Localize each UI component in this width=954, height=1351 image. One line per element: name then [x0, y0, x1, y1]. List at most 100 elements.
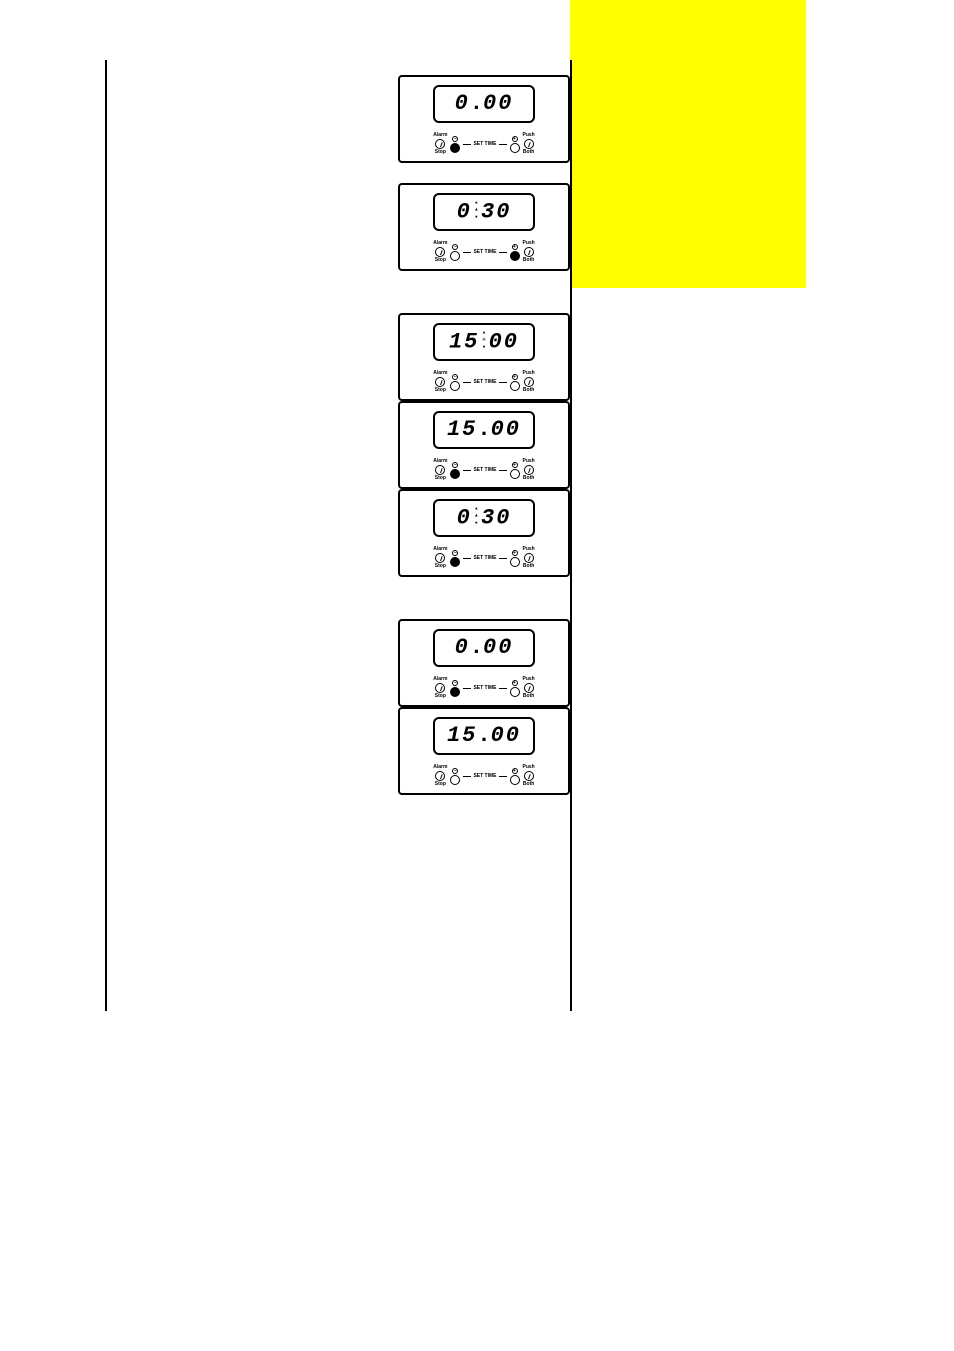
vertical-rule-left: [105, 60, 107, 1011]
timer-panel: 15·✳·00 Alarm Stop − SET TIME +: [398, 313, 570, 401]
both-label: Both: [523, 258, 534, 263]
plus-indicator: [510, 687, 520, 697]
plus-icon: +: [512, 136, 518, 142]
timer-panel: 0·▴·30 Alarm Stop − SET TIME +: [398, 489, 570, 577]
push-knob-icon: [524, 771, 534, 781]
both-label: Both: [523, 694, 534, 699]
minus-button[interactable]: −: [450, 680, 460, 697]
minus-button[interactable]: −: [450, 136, 460, 153]
plus-button[interactable]: +: [510, 244, 520, 261]
plus-indicator: [510, 469, 520, 479]
push-both-control[interactable]: Push Both: [523, 241, 535, 263]
push-label: Push: [523, 371, 535, 376]
stop-label: Stop: [435, 476, 446, 481]
set-time-label: SET TIME: [463, 467, 506, 473]
push-label: Push: [523, 547, 535, 552]
alarm-label: Alarm: [433, 371, 447, 376]
push-both-control[interactable]: Push Both: [523, 133, 535, 155]
push-both-control[interactable]: Push Both: [523, 459, 535, 481]
alarm-label: Alarm: [433, 547, 447, 552]
alarm-stop-control[interactable]: Alarm Stop: [433, 133, 447, 155]
lcd-value: 15.00: [447, 419, 521, 441]
both-label: Both: [523, 782, 534, 787]
timer-panel: 0·▴·30 Alarm Stop − SET TIME +: [398, 183, 570, 271]
control-row: Alarm Stop − SET TIME + Push Both: [408, 459, 560, 481]
plus-indicator: [510, 557, 520, 567]
lcd-display: 0.00: [433, 629, 535, 667]
alarm-knob-icon: [435, 553, 445, 563]
timer-panel: 15.00 Alarm Stop − SET TIME +: [398, 401, 570, 489]
lcd-value: 0.00: [455, 93, 514, 115]
minus-icon: −: [452, 768, 458, 774]
set-time-label: SET TIME: [463, 249, 506, 255]
minus-icon: −: [452, 462, 458, 468]
alarm-stop-control[interactable]: Alarm Stop: [433, 459, 447, 481]
alarm-label: Alarm: [433, 133, 447, 138]
set-time-label: SET TIME: [463, 141, 506, 147]
plus-indicator: [510, 143, 520, 153]
minus-icon: −: [452, 680, 458, 686]
push-label: Push: [523, 677, 535, 682]
section-tab: [570, 0, 806, 288]
panel-gap: [398, 271, 570, 313]
plus-icon: +: [512, 374, 518, 380]
control-row: Alarm Stop − SET TIME + Push Both: [408, 547, 560, 569]
minus-indicator: [450, 775, 460, 785]
plus-indicator: [510, 251, 520, 261]
minus-button[interactable]: −: [450, 244, 460, 261]
alarm-knob-icon: [435, 377, 445, 387]
stop-label: Stop: [435, 258, 446, 263]
plus-button[interactable]: +: [510, 136, 520, 153]
lcd-value: 15.00: [447, 725, 521, 747]
alarm-stop-control[interactable]: Alarm Stop: [433, 547, 447, 569]
lcd-value: 0.00: [455, 637, 514, 659]
push-both-control[interactable]: Push Both: [523, 765, 535, 787]
control-row: Alarm Stop − SET TIME + Push Both: [408, 133, 560, 155]
push-knob-icon: [524, 683, 534, 693]
lcd-display: 0·▴·30: [433, 193, 535, 231]
push-knob-icon: [524, 553, 534, 563]
alarm-stop-control[interactable]: Alarm Stop: [433, 677, 447, 699]
minus-button[interactable]: −: [450, 462, 460, 479]
minus-icon: −: [452, 550, 458, 556]
alarm-knob-icon: [435, 465, 445, 475]
timer-panel: 15.00 Alarm Stop − SET TIME +: [398, 707, 570, 795]
control-row: Alarm Stop − SET TIME + Push Both: [408, 765, 560, 787]
control-row: Alarm Stop − SET TIME + Push Both: [408, 371, 560, 393]
both-label: Both: [523, 150, 534, 155]
push-both-control[interactable]: Push Both: [523, 547, 535, 569]
minus-button[interactable]: −: [450, 768, 460, 785]
set-time-label: SET TIME: [463, 773, 506, 779]
minus-button[interactable]: −: [450, 374, 460, 391]
plus-icon: +: [512, 680, 518, 686]
push-label: Push: [523, 133, 535, 138]
minus-button[interactable]: −: [450, 550, 460, 567]
plus-indicator: [510, 381, 520, 391]
push-both-control[interactable]: Push Both: [523, 371, 535, 393]
alarm-label: Alarm: [433, 459, 447, 464]
panel-column: 0.00 Alarm Stop − SET TIME +: [398, 75, 570, 795]
minus-indicator: [450, 251, 460, 261]
panel-gap: [398, 577, 570, 619]
control-row: Alarm Stop − SET TIME + Push Both: [408, 677, 560, 699]
both-label: Both: [523, 476, 534, 481]
minus-indicator: [450, 381, 460, 391]
alarm-label: Alarm: [433, 241, 447, 246]
alarm-stop-control[interactable]: Alarm Stop: [433, 241, 447, 263]
plus-button[interactable]: +: [510, 550, 520, 567]
minus-indicator: [450, 143, 460, 153]
push-both-control[interactable]: Push Both: [523, 677, 535, 699]
minus-icon: −: [452, 244, 458, 250]
plus-icon: +: [512, 550, 518, 556]
stop-label: Stop: [435, 694, 446, 699]
minus-indicator: [450, 687, 460, 697]
alarm-stop-control[interactable]: Alarm Stop: [433, 371, 447, 393]
alarm-stop-control[interactable]: Alarm Stop: [433, 765, 447, 787]
plus-button[interactable]: +: [510, 680, 520, 697]
lcd-value: 0·▴·30: [457, 507, 512, 529]
push-knob-icon: [524, 139, 534, 149]
plus-button[interactable]: +: [510, 462, 520, 479]
plus-button[interactable]: +: [510, 768, 520, 785]
plus-button[interactable]: +: [510, 374, 520, 391]
push-knob-icon: [524, 465, 534, 475]
